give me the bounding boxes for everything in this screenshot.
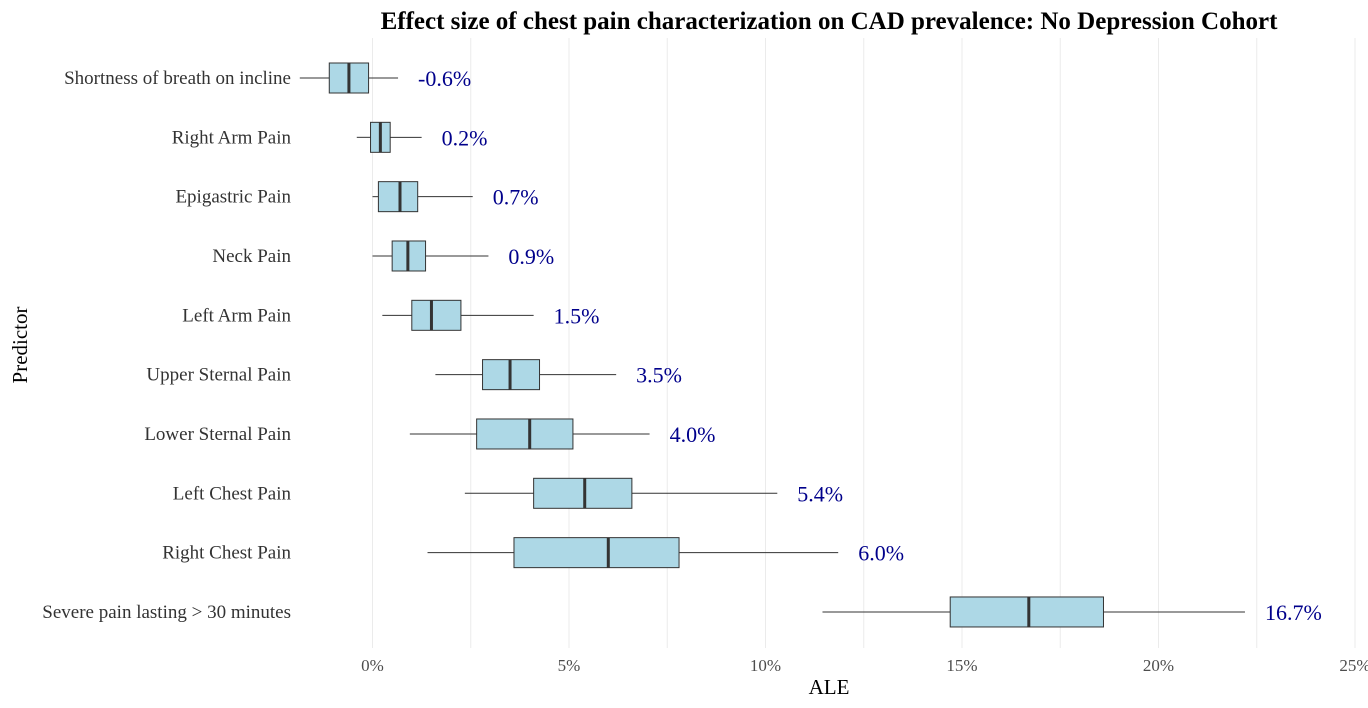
x-tick-label: 20%: [1143, 656, 1174, 675]
value-label: 0.2%: [442, 125, 488, 150]
value-label: 4.0%: [670, 422, 716, 447]
box-group: [822, 596, 1245, 628]
category-label: Left Arm Pain: [182, 305, 291, 326]
value-label: 0.9%: [508, 244, 554, 269]
value-label: 5.4%: [797, 481, 843, 506]
box-group: [427, 537, 839, 569]
value-label: 16.7%: [1265, 600, 1322, 625]
box-group: [372, 181, 473, 213]
box-iqr: [949, 596, 1104, 628]
boxes: [299, 62, 1245, 628]
category-labels: Shortness of breath on incline Right Arm …: [42, 68, 291, 623]
box-group: [382, 299, 534, 331]
value-label: 3.5%: [636, 363, 682, 388]
box-iqr: [533, 477, 633, 509]
value-labels: -0.6% 0.2% 0.7% 0.9% 1.5% 3.5% 4.0% 5.4% 6.0% 16.…: [418, 66, 1322, 625]
chart-title: Effect size of chest pain characterizati…: [381, 8, 1279, 35]
x-tick-label: 15%: [946, 656, 977, 675]
box-group: [372, 240, 489, 272]
category-label: Lower Sternal Pain: [144, 424, 291, 445]
x-tick-label: 25%: [1339, 656, 1368, 675]
box-group: [409, 418, 650, 450]
category-label: Right Arm Pain: [172, 127, 292, 148]
value-label: 6.0%: [858, 541, 904, 566]
box-iqr: [513, 537, 680, 569]
category-label: Neck Pain: [212, 246, 291, 267]
x-axis-ticks: 0% 5% 10% 15% 20% 25%: [361, 656, 1368, 675]
box-group: [435, 359, 617, 391]
box-iqr: [377, 181, 419, 213]
x-tick-label: 10%: [750, 656, 781, 675]
box-iqr: [411, 299, 462, 331]
value-label: -0.6%: [418, 66, 471, 91]
category-label: Left Chest Pain: [173, 483, 292, 504]
category-label: Right Chest Pain: [162, 543, 291, 564]
category-label: Epigastric Pain: [175, 187, 291, 208]
x-tick-label: 5%: [558, 656, 581, 675]
box-group: [356, 121, 422, 153]
y-axis-title: Predictor: [8, 307, 32, 384]
value-label: 0.7%: [493, 185, 539, 210]
box-group: [464, 477, 778, 509]
x-axis-title: ALE: [809, 675, 850, 699]
x-tick-label: 0%: [361, 656, 384, 675]
category-label: Shortness of breath on incline: [64, 68, 291, 89]
box-iqr: [476, 418, 574, 450]
category-label: Severe pain lasting > 30 minutes: [42, 602, 291, 623]
category-label: Upper Sternal Pain: [146, 365, 291, 386]
box-group: [299, 62, 399, 94]
value-label: 1.5%: [554, 303, 600, 328]
